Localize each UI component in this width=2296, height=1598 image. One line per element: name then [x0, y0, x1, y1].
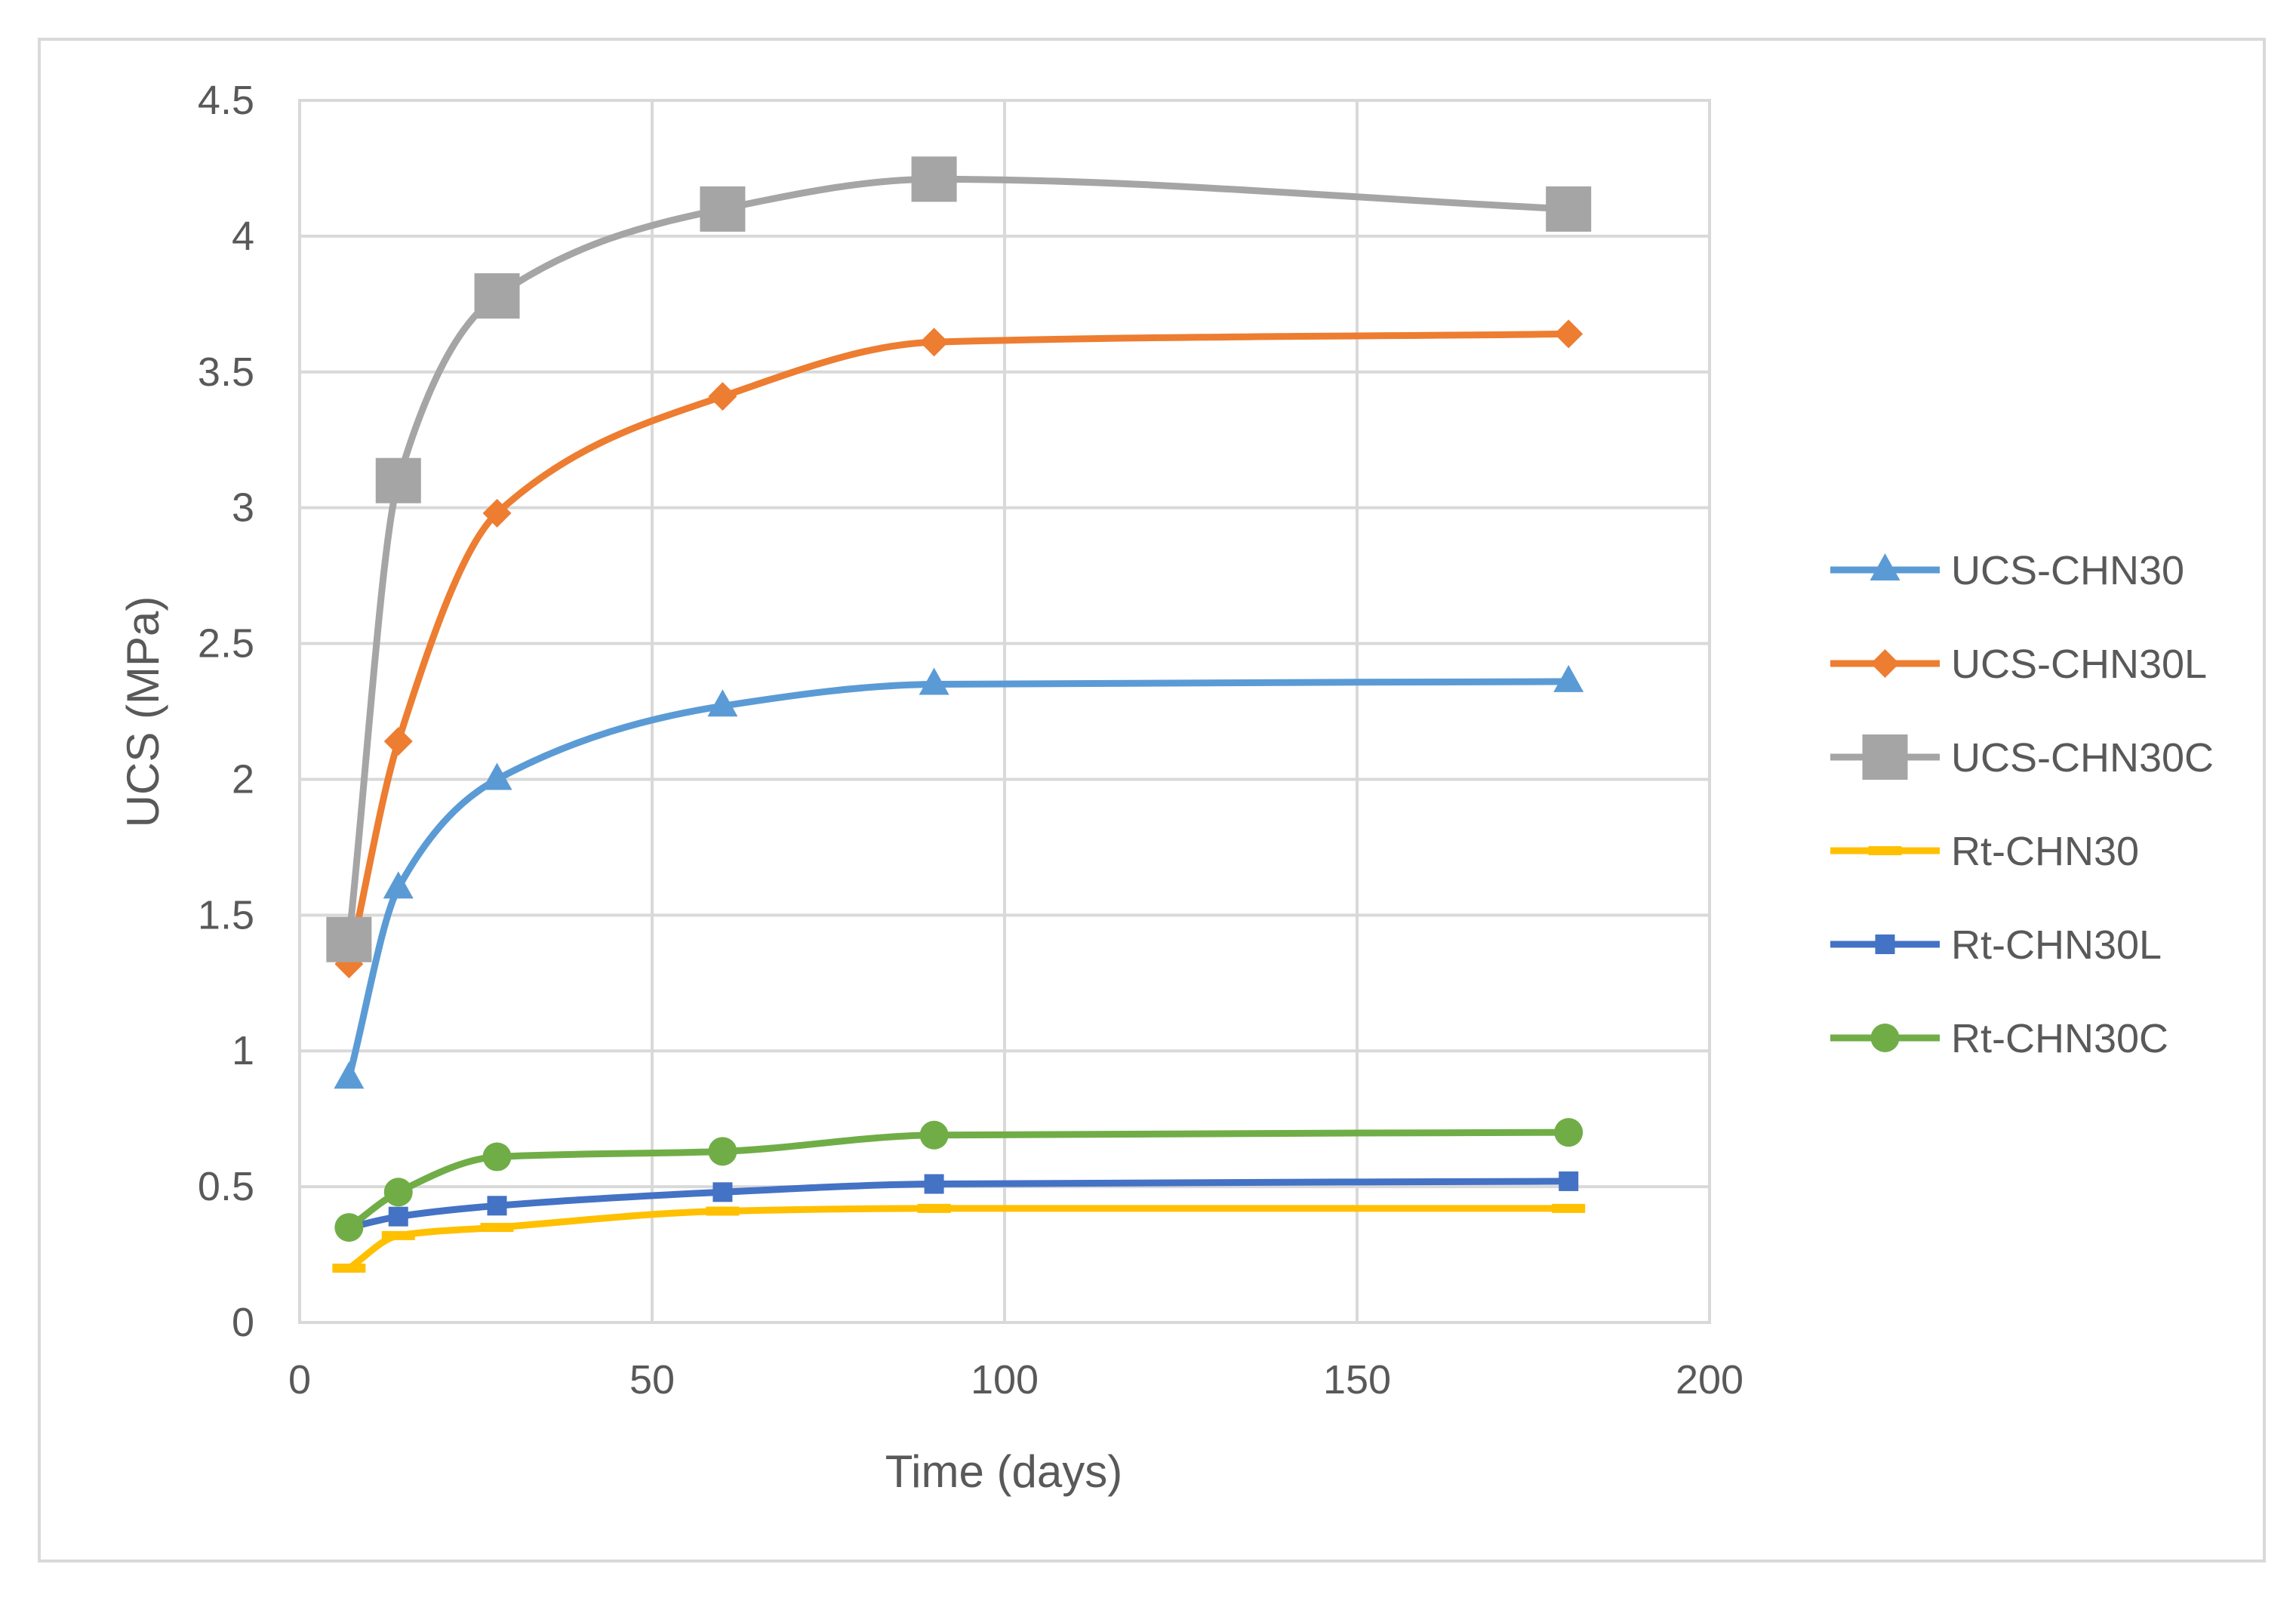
data-point — [383, 1178, 413, 1207]
legend-label: Rt-CHN30C — [1951, 1016, 2168, 1061]
data-point — [707, 689, 738, 717]
data-point — [708, 1137, 737, 1166]
y-axis-title: UCS (MPa) — [118, 596, 168, 828]
legend-marker — [1870, 553, 1901, 580]
x-tick-label: 150 — [1323, 1357, 1391, 1402]
data-point — [919, 328, 949, 357]
legend-item: Rt-CHN30L — [1830, 922, 2162, 968]
data-point — [708, 382, 737, 411]
data-point — [919, 667, 949, 695]
y-tick-label: 3.5 — [198, 349, 254, 395]
series-ucs-chn30l — [334, 319, 1584, 979]
series-line — [345, 330, 1572, 968]
series-ucs-chn30c — [326, 156, 1592, 962]
series-line — [345, 678, 1572, 1082]
data-point — [1554, 1118, 1584, 1147]
data-point — [700, 186, 746, 232]
series-rt-chn30c — [334, 1118, 1584, 1242]
legend-item: Rt-CHN30 — [1830, 829, 2139, 874]
y-tick-label: 0.5 — [198, 1164, 254, 1209]
x-axis-title: Time (days) — [885, 1446, 1122, 1497]
y-tick-label: 1.5 — [198, 892, 254, 938]
x-tick-label: 0 — [288, 1357, 311, 1402]
data-point — [919, 1120, 949, 1150]
legend-label: UCS-CHN30C — [1951, 735, 2214, 781]
data-point — [480, 1223, 514, 1233]
data-point — [383, 871, 414, 899]
legend-marker — [1870, 649, 1900, 678]
legend-item: UCS-CHN30C — [1830, 734, 2214, 781]
data-point — [706, 1206, 740, 1216]
y-tick-label: 2.5 — [198, 621, 254, 667]
series-layer — [326, 156, 1592, 1273]
data-point — [911, 156, 957, 202]
data-point — [482, 762, 512, 790]
data-point — [487, 1196, 507, 1216]
legend-label: UCS-CHN30L — [1951, 642, 2207, 687]
legend-marker — [1862, 734, 1908, 780]
x-tick-label: 200 — [1676, 1357, 1744, 1402]
data-point — [326, 916, 372, 962]
legend-item: UCS-CHN30L — [1830, 642, 2207, 687]
data-point — [388, 1206, 408, 1227]
series-line — [345, 1178, 1572, 1231]
y-tick-label: 4.5 — [198, 78, 254, 123]
y-tick-label: 3 — [232, 485, 254, 531]
chart-frame — [38, 38, 2266, 1563]
data-point — [482, 1142, 512, 1172]
y-tick-label: 1 — [232, 1028, 254, 1073]
legend-label: Rt-CHN30 — [1951, 829, 2139, 874]
data-point — [1552, 1203, 1586, 1213]
data-point — [1554, 319, 1584, 349]
data-point — [924, 1174, 944, 1194]
data-point — [334, 1061, 365, 1089]
data-point — [917, 1203, 951, 1213]
tick-layer: 0 0.5 1 1.5 2 2.5 3 3.5 4 4.5 0 50 100 150 200 — [198, 78, 1744, 1402]
data-point — [334, 1213, 364, 1242]
data-point — [381, 1230, 415, 1240]
data-point — [1553, 664, 1584, 692]
legend: UCS-CHN30 UCS-CHN30L UCS-CHN30C Rt-CHN30 Rt-… — [1830, 548, 2214, 1061]
series-line — [345, 175, 1572, 944]
data-point — [332, 1264, 366, 1273]
x-tick-label: 50 — [629, 1357, 675, 1402]
y-tick-label: 4 — [232, 214, 254, 259]
legend-marker — [1875, 934, 1895, 954]
legend-marker — [1868, 846, 1902, 855]
y-tick-label: 2 — [232, 756, 254, 802]
legend-label: UCS-CHN30 — [1951, 548, 2184, 593]
data-point — [383, 727, 413, 756]
legend-item: Rt-CHN30C — [1830, 1016, 2168, 1061]
series-line — [345, 1128, 1572, 1231]
series-rt-chn30 — [332, 1203, 1586, 1273]
data-point — [474, 273, 520, 319]
series-line — [345, 1205, 1572, 1272]
grid-layer — [298, 99, 1711, 1324]
legend-marker — [1870, 1024, 1900, 1052]
legend-item: UCS-CHN30 — [1830, 548, 2184, 593]
data-point — [1559, 1171, 1579, 1191]
series-ucs-chn30 — [334, 664, 1584, 1089]
data-point — [482, 498, 512, 528]
x-tick-label: 100 — [971, 1357, 1039, 1402]
legend-label: Rt-CHN30L — [1951, 922, 2162, 968]
data-point — [375, 457, 421, 503]
data-point — [1546, 186, 1592, 232]
data-point — [712, 1182, 733, 1202]
y-tick-label: 0 — [232, 1300, 254, 1345]
